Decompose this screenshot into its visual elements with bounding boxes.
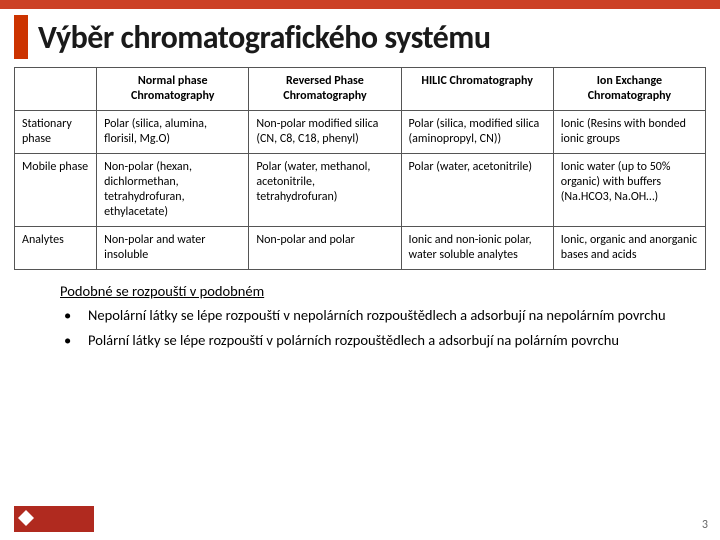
- top-accent-bar: [0, 0, 720, 9]
- row-head-mobile: Mobile phase: [15, 154, 97, 227]
- cell: Polar (silica, modified silica (aminopro…: [401, 111, 553, 154]
- chromatography-table: Normal phase Chromatography Reversed Pha…: [14, 67, 706, 270]
- notes-section: Podobné se rozpouští v podobném Nepolárn…: [60, 282, 690, 351]
- row-head-stationary: Stationary phase: [15, 111, 97, 154]
- page-number: 3: [702, 518, 708, 532]
- cell: Polar (water, acetonitrile): [401, 154, 553, 227]
- title-row: Výběr chromatografického systému: [0, 9, 720, 61]
- table-row: Stationary phase Polar (silica, alumina,…: [15, 111, 706, 154]
- row-head-analytes: Analytes: [15, 227, 97, 270]
- cell: Polar (water, methanol, acetonitrile, te…: [249, 154, 401, 227]
- list-item: Nepolární látky se lépe rozpouští v nepo…: [60, 306, 690, 326]
- institution-logo: [14, 506, 94, 532]
- table-row: Mobile phase Non-polar (hexan, dichlorme…: [15, 154, 706, 227]
- table-header-row: Normal phase Chromatography Reversed Pha…: [15, 68, 706, 111]
- cell: Polar (silica, alumina, florisil, Mg.O): [97, 111, 249, 154]
- cell: Non-polar and polar: [249, 227, 401, 270]
- slide-title: Výběr chromatografického systému: [38, 18, 490, 57]
- cell: Ionic, organic and anorganic bases and a…: [553, 227, 705, 270]
- table-row: Analytes Non-polar and water insoluble N…: [15, 227, 706, 270]
- cell: Ionic water (up to 50% organic) with buf…: [553, 154, 705, 227]
- cell: Non-polar and water insoluble: [97, 227, 249, 270]
- col-reversed-phase: Reversed Phase Chromatography: [249, 68, 401, 111]
- cell: Ionic and non-ionic polar, water soluble…: [401, 227, 553, 270]
- col-ion-exchange: Ion Exchange Chromatography: [553, 68, 705, 111]
- cell: Non-polar (hexan, dichlormethan, tetrahy…: [97, 154, 249, 227]
- table-corner: [15, 68, 97, 111]
- title-accent-block: [14, 15, 28, 59]
- col-hilic: HILIC Chromatography: [401, 68, 553, 111]
- cell: Ionic (Resins with bonded ionic groups: [553, 111, 705, 154]
- notes-list: Nepolární látky se lépe rozpouští v nepo…: [60, 306, 690, 351]
- col-normal-phase: Normal phase Chromatography: [97, 68, 249, 111]
- cell: Non-polar modified silica (CN, C8, C18, …: [249, 111, 401, 154]
- list-item: Polární látky se lépe rozpouští v polárn…: [60, 331, 690, 351]
- notes-lead: Podobné se rozpouští v podobném: [60, 282, 690, 302]
